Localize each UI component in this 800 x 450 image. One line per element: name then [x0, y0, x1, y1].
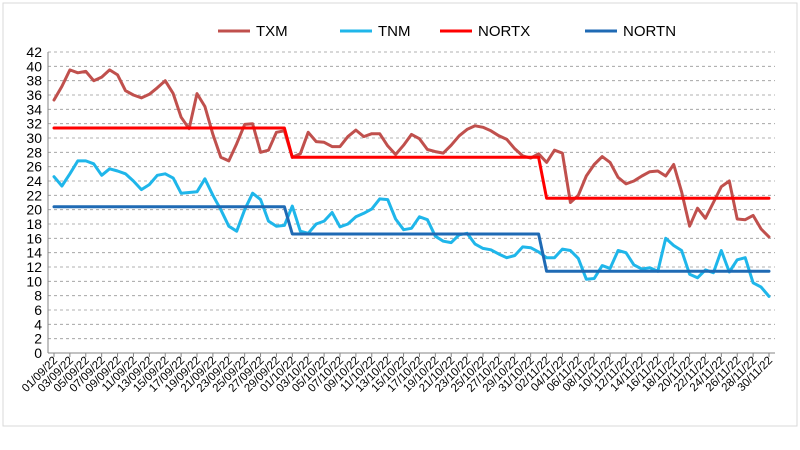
- y-tick-label: 28: [26, 144, 42, 160]
- y-tick-label: 16: [26, 230, 42, 246]
- y-tick-label: 40: [26, 58, 42, 74]
- series-line-tnm: [52, 159, 771, 298]
- legend-item-txm: TXM: [218, 23, 288, 40]
- y-tick-label: 26: [26, 159, 42, 175]
- legend: TXM TNM NORTX NORTN: [218, 23, 676, 40]
- series-lines: [52, 68, 771, 298]
- legend-label: TXM: [256, 23, 288, 40]
- y-tick-label: 34: [26, 101, 42, 117]
- y-tick-label: 30: [26, 130, 42, 146]
- series-line-txm: [52, 68, 771, 239]
- series-line-nortn: [52, 205, 771, 273]
- y-tick-label: 10: [26, 273, 42, 289]
- y-tick-label: 8: [34, 288, 42, 304]
- legend-label: NORTX: [478, 23, 530, 40]
- legend-label: NORTN: [623, 23, 676, 40]
- y-tick-label: 12: [26, 259, 42, 275]
- y-tick-label: 6: [34, 302, 42, 318]
- y-tick-label: 20: [26, 202, 42, 218]
- y-tick-label: 38: [26, 73, 42, 89]
- y-tick-label: 2: [34, 331, 42, 347]
- y-tick-label: 4: [34, 316, 42, 332]
- legend-item-nortx: NORTX: [440, 23, 530, 40]
- y-tick-label: 42: [26, 44, 42, 60]
- y-tick-label: 32: [26, 116, 42, 132]
- y-tick-label: 0: [34, 345, 42, 361]
- legend-label: TNM: [378, 23, 411, 40]
- y-tick-label: 14: [26, 245, 42, 261]
- y-tick-label: 22: [26, 187, 42, 203]
- y-tick-label: 36: [26, 87, 42, 103]
- legend-item-tnm: TNM: [340, 23, 411, 40]
- chart-border: [2, 2, 798, 427]
- legend-item-nortn: NORTN: [585, 23, 676, 40]
- y-tick-label: 24: [26, 173, 42, 189]
- y-tick-label: 18: [26, 216, 42, 232]
- series-line-nortx: [52, 126, 771, 200]
